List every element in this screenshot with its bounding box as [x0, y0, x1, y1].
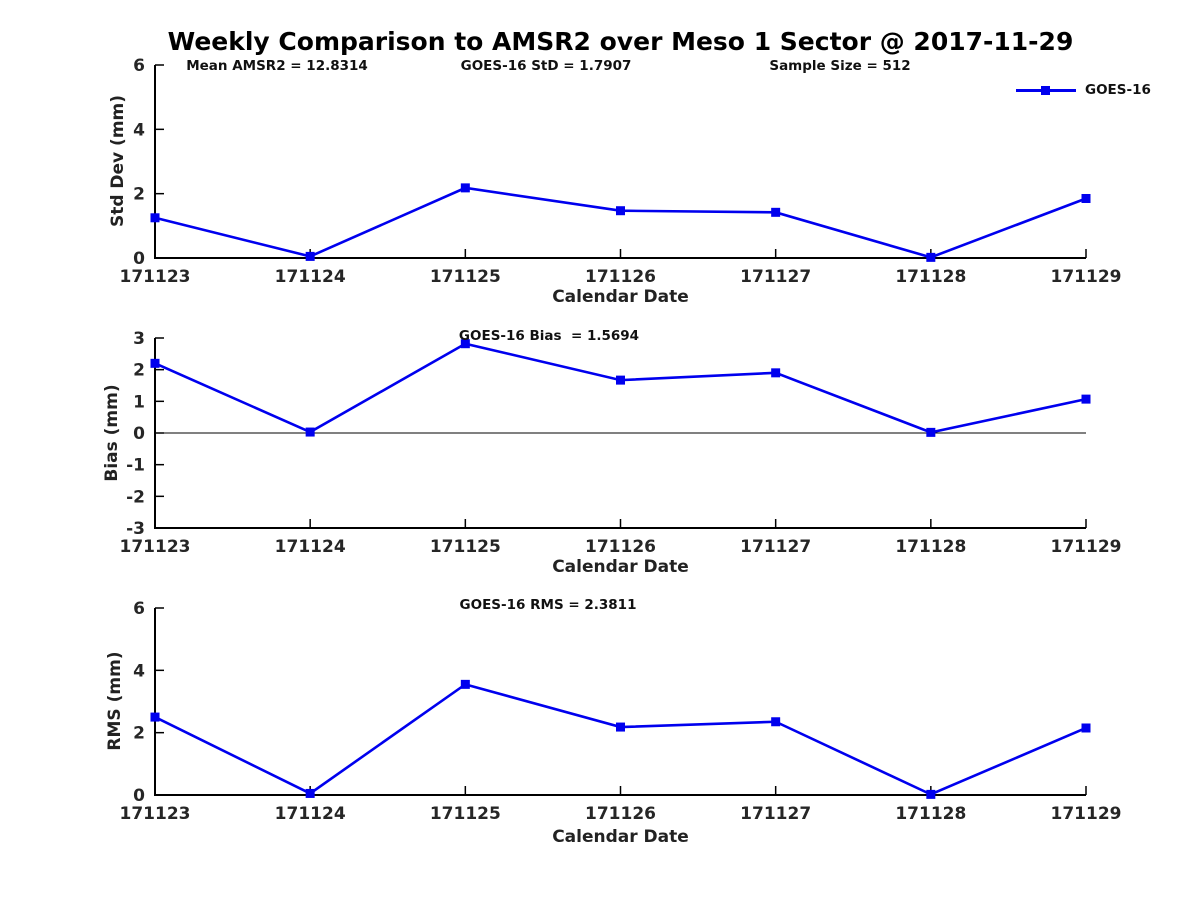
data-point-marker [305, 251, 315, 261]
data-point-marker [926, 789, 936, 799]
x-tick-label: 171123 [120, 804, 191, 824]
y-tick-label: 0 [133, 786, 145, 806]
data-point-marker [616, 375, 625, 385]
y-axis-label-rms: RMS (mm) [105, 651, 125, 751]
data-point-marker [150, 712, 160, 722]
series-line-std-dev [153, 186, 1088, 259]
data-point-marker [460, 339, 470, 349]
y-axis-label-std-dev: Std Dev (mm) [108, 94, 128, 228]
data-point-marker [771, 368, 781, 378]
x-axis-label-std-dev: Calendar Date [552, 287, 689, 307]
data-point-marker [771, 717, 781, 727]
subplot-rms: 0 2 4 6 171123 171124 171125 171126 171127 171128… [120, 599, 1122, 824]
subplot-bias: -3 -2 -1 0 1 2 3 171123 171124 171125 171126 171127… [120, 329, 1122, 557]
data-point-marker [616, 722, 625, 732]
x-tick-label: 171126 [585, 804, 656, 824]
stat-mean-amsr2: Mean AMSR2 = 12.8314 [186, 58, 368, 74]
y-tick-label: 4 [133, 661, 145, 681]
data-point-marker [771, 207, 781, 217]
legend: GOES-16 [1016, 82, 1151, 98]
x-tick-label: 171125 [430, 267, 501, 287]
x-tick-label: 171128 [895, 267, 966, 287]
y-tick-label: 2 [133, 185, 145, 205]
y-tick-label: 0 [133, 424, 145, 444]
legend-label: GOES-16 [1085, 82, 1151, 98]
y-tick-label: 0 [133, 249, 145, 269]
stat-goes16-bias: GOES-16 Bias = 1.5694 [458, 328, 640, 344]
x-tick-label: 171129 [1051, 537, 1122, 557]
subplot-std-dev: 0 2 4 6 171123 171124 171125 171126 171127 171128… [120, 56, 1122, 287]
y-tick-label: 2 [133, 361, 145, 381]
x-tick-label: 171128 [895, 537, 966, 557]
y-tick-label: 3 [133, 329, 145, 349]
legend-square-marker-icon [1041, 85, 1050, 95]
x-axis-label-bias: Calendar Date [552, 557, 689, 577]
data-point-marker [926, 252, 936, 262]
legend-line-sample [1016, 85, 1076, 95]
x-tick-label: 171126 [585, 537, 656, 557]
x-tick-label: 171125 [430, 537, 501, 557]
x-tick-label: 171124 [275, 267, 346, 287]
data-point-marker [305, 788, 315, 798]
x-tick-label: 171123 [120, 537, 191, 557]
stat-sample-size: Sample Size = 512 [769, 58, 911, 74]
x-tick-label: 171124 [275, 537, 346, 557]
y-axis-label-bias: Bias (mm) [102, 384, 122, 482]
y-tick-label: -1 [126, 456, 145, 476]
data-point-marker [460, 183, 470, 193]
data-point-marker [926, 427, 936, 437]
x-tick-label: 171128 [895, 804, 966, 824]
series-line-rms [153, 682, 1088, 796]
x-tick-label: 171129 [1051, 804, 1122, 824]
data-point-marker [616, 206, 625, 216]
x-tick-label: 171123 [120, 267, 191, 287]
x-tick-label: 171127 [740, 537, 811, 557]
x-tick-label: 171129 [1051, 267, 1122, 287]
y-tick-label: -2 [126, 487, 145, 507]
x-tick-label: 171124 [275, 804, 346, 824]
data-point-marker [150, 358, 160, 368]
data-point-marker [460, 679, 470, 689]
x-tick-label: 171126 [585, 267, 656, 287]
data-point-marker [1081, 723, 1091, 733]
series-line-bias [153, 342, 1088, 434]
y-tick-label: 1 [133, 392, 145, 412]
figure-title: Weekly Comparison to AMSR2 over Meso 1 S… [167, 27, 1074, 56]
data-point-marker [1081, 394, 1091, 404]
y-tick-label: 2 [133, 724, 145, 744]
x-tick-label: 171125 [430, 804, 501, 824]
y-tick-label: -3 [126, 519, 145, 539]
y-tick-label: 4 [133, 120, 145, 140]
data-point-marker [1081, 193, 1091, 203]
data-point-marker [305, 427, 315, 437]
stat-goes16-rms: GOES-16 RMS = 2.3811 [459, 597, 637, 613]
x-tick-label: 171127 [740, 267, 811, 287]
stat-goes16-std: GOES-16 StD = 1.7907 [460, 58, 632, 74]
x-axis-label-rms: Calendar Date [552, 827, 689, 847]
x-tick-label: 171127 [740, 804, 811, 824]
y-tick-label: 6 [133, 599, 145, 619]
data-point-marker [150, 213, 160, 223]
y-tick-label: 6 [133, 56, 145, 76]
